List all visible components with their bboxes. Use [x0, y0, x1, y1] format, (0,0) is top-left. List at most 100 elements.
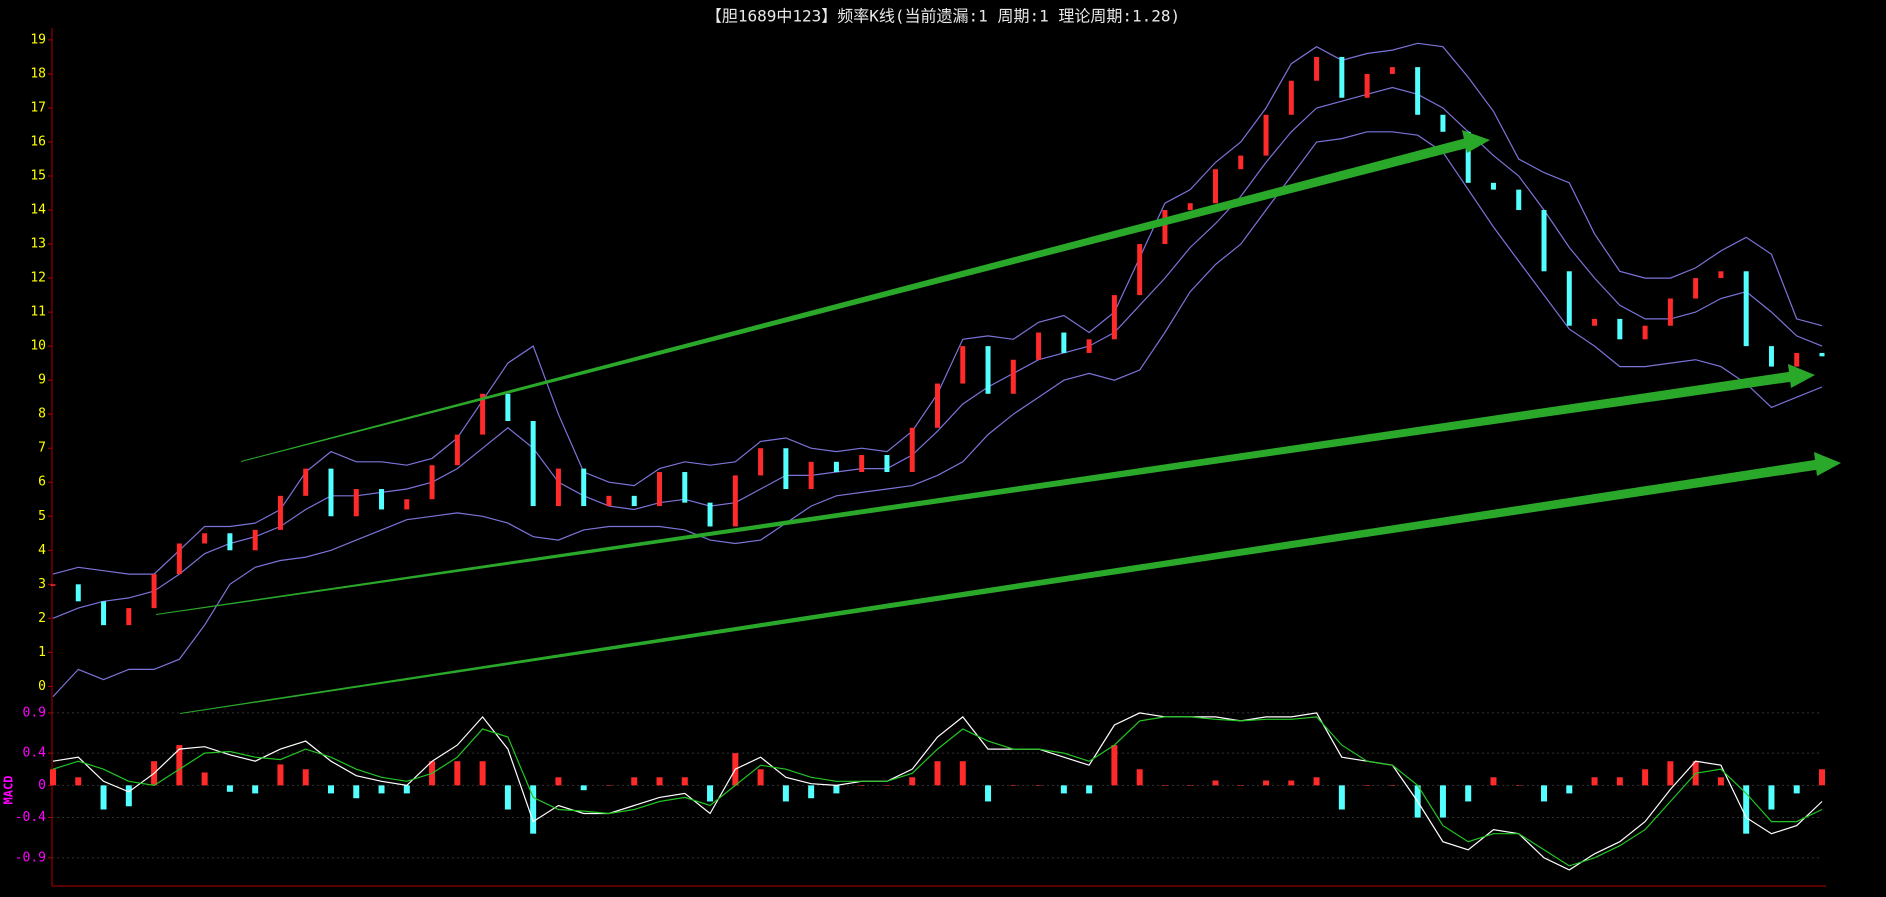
- y-tick-label: 15: [30, 169, 46, 184]
- candle: [1314, 56, 1320, 81]
- candle: [631, 495, 637, 507]
- histogram-bar: [1364, 785, 1371, 786]
- line-series: [52, 86, 1823, 619]
- histogram-bar: [1237, 785, 1244, 786]
- histogram-bar: [1465, 785, 1472, 802]
- candle: [657, 472, 663, 507]
- candle: [1642, 325, 1648, 340]
- y-tick-label: 17: [30, 100, 46, 115]
- candle: [1263, 114, 1269, 156]
- y-tick-label: 10: [30, 339, 46, 354]
- macd-label: MACD: [2, 776, 16, 805]
- candle: [429, 465, 435, 500]
- candle: [303, 468, 309, 496]
- y-tick-label: 16: [30, 134, 46, 149]
- histogram-bar: [1212, 780, 1219, 786]
- candle: [353, 489, 359, 517]
- candle: [758, 448, 764, 476]
- histogram-bar: [1642, 769, 1649, 786]
- candle: [277, 495, 283, 530]
- candle: [505, 393, 511, 421]
- candle: [707, 502, 713, 527]
- y-tick-label: 8: [38, 407, 46, 422]
- histogram-bar: [1111, 745, 1118, 786]
- histogram-bar: [353, 785, 360, 799]
- histogram-bar: [1136, 769, 1143, 786]
- candle: [454, 434, 460, 466]
- candle: [833, 461, 839, 473]
- histogram-bar: [833, 785, 840, 794]
- histogram-bar: [909, 777, 916, 786]
- histogram-bar: [782, 785, 789, 802]
- histogram-bar: [656, 777, 663, 786]
- candle: [1137, 244, 1143, 296]
- candle: [1238, 155, 1244, 170]
- candle: [555, 468, 561, 507]
- histogram-bar: [226, 785, 233, 792]
- histogram-bar: [1010, 785, 1017, 786]
- histogram-bar: [1515, 785, 1522, 786]
- y-tick-label: 4: [38, 543, 46, 558]
- histogram-bar: [50, 769, 56, 786]
- candle: [1339, 56, 1345, 98]
- candle: [859, 455, 865, 473]
- candle: [328, 468, 334, 517]
- y-tick-label: 12: [30, 271, 46, 286]
- candle: [1086, 339, 1092, 353]
- y-tick-label: 9: [38, 373, 46, 388]
- trend-arrow: [241, 137, 1471, 462]
- candle: [909, 427, 915, 473]
- line-series: [52, 131, 1823, 698]
- histogram-bar: [1161, 785, 1168, 786]
- histogram-bar: [681, 777, 688, 786]
- y-tick-label: 19: [30, 32, 46, 47]
- candle: [530, 420, 536, 507]
- candle: [1617, 318, 1623, 340]
- candle: [581, 468, 587, 507]
- y-tick-label: -0.9: [15, 850, 46, 865]
- candle: [50, 584, 56, 586]
- histogram-bar: [479, 761, 486, 786]
- marks: 0123456789101112131415161718190.90.40-0.…: [15, 32, 1825, 871]
- histogram-bar: [1313, 777, 1320, 786]
- histogram-bar: [530, 785, 537, 834]
- histogram-bar: [1616, 777, 1623, 786]
- y-tick-label: 18: [30, 66, 46, 81]
- histogram-bar: [1338, 785, 1345, 810]
- candle: [1389, 67, 1395, 74]
- histogram-bar: [1717, 777, 1724, 786]
- candle: [1288, 80, 1294, 115]
- histogram-bar: [883, 785, 890, 786]
- arrow-head: [1462, 130, 1490, 153]
- candle: [1819, 352, 1825, 357]
- histogram-bar: [1490, 777, 1497, 786]
- histogram-bar: [605, 785, 612, 786]
- candle: [985, 346, 991, 394]
- y-tick-label: 14: [30, 203, 46, 218]
- histogram-bar: [1768, 785, 1775, 810]
- arrow-head: [1814, 452, 1841, 476]
- histogram-bar: [959, 761, 966, 786]
- histogram-bar: [1667, 761, 1674, 786]
- y-tick-label: 7: [38, 441, 46, 456]
- y-tick-label: 13: [30, 237, 46, 252]
- candle: [1187, 203, 1193, 211]
- histogram-bar: [201, 772, 208, 786]
- histogram-bar: [858, 785, 865, 786]
- candle: [252, 529, 258, 551]
- candle: [480, 393, 486, 435]
- candle: [202, 533, 208, 544]
- candle: [1162, 210, 1168, 245]
- histogram-bar: [1060, 785, 1067, 794]
- y-tick-label: 1: [38, 645, 46, 660]
- y-tick-label: 0: [38, 679, 46, 694]
- candle: [1490, 182, 1496, 190]
- histogram-bar: [1793, 785, 1800, 794]
- trend-arrows: [156, 130, 1841, 714]
- histogram-bar: [125, 785, 132, 807]
- candle: [101, 601, 107, 626]
- candle: [1036, 332, 1042, 360]
- line-series: [52, 716, 1823, 867]
